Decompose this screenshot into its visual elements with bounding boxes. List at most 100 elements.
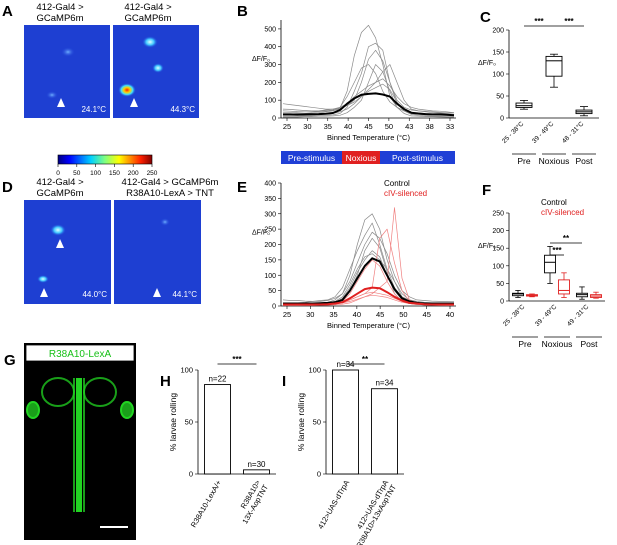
arrowhead-marker: [56, 239, 64, 248]
x-tick-label: 35: [329, 310, 337, 319]
temperature-label: 24.1°C: [81, 105, 106, 114]
series-trace-line: [282, 49, 454, 114]
group-label: Pre: [517, 156, 531, 166]
colorbar-tick-label: 0: [56, 170, 60, 177]
colorbar-tick-label: 200: [128, 170, 139, 177]
group-label: Post: [575, 156, 593, 166]
y-tick-label: 150: [264, 257, 276, 264]
category-label: R38A10>13X-AopTNT: [233, 478, 271, 525]
panel-title: GCaMP6m: [125, 13, 172, 24]
bar: [204, 384, 231, 475]
chart-i: 0 50 100 % larvae rolling n=34 412>UAS-dTrpA n…: [296, 355, 404, 545]
colorbar-tick-label: 100: [90, 170, 101, 177]
x-tick-label: 25: [283, 310, 291, 319]
panel-a: A 412-Gal4 > GCaMP6m 412-Gal4 > GCaMP6m …: [2, 2, 199, 118]
y-tick-label: 300: [264, 62, 276, 69]
panel-title: GCaMP6m: [37, 188, 84, 199]
panel-title: 412-Gal4 >: [36, 177, 84, 188]
significance-label: ***: [534, 17, 544, 26]
y-tick-label: 200: [492, 228, 504, 235]
neuron-signal: [61, 47, 75, 57]
x-axis-label: Binned Temperature (°C): [327, 133, 410, 142]
significance-label: **: [563, 234, 570, 243]
box-body: [512, 292, 524, 297]
box-body: [545, 55, 563, 77]
microscopy-image-left: [24, 200, 111, 304]
neuron-signal: [46, 91, 58, 99]
y-tick-label: 100: [264, 98, 276, 105]
group-label: Noxious: [539, 156, 570, 166]
neuron-signal: [142, 36, 158, 48]
y-tick-label: 400: [264, 181, 276, 188]
series-mean-line: [283, 257, 454, 305]
stimulus-bar: Pre-stimulus Noxious Post-stimulus: [281, 151, 455, 164]
neuron-signal: [50, 224, 66, 236]
colorbar-gradient: [57, 154, 153, 165]
significance-label: ***: [552, 246, 562, 255]
legend-control: Control: [384, 179, 410, 188]
series-trace-line: [282, 64, 455, 115]
x-tick-label: 40: [344, 122, 352, 131]
temperature-label: 44.0°C: [82, 290, 107, 299]
y-tick-label: 0: [189, 470, 193, 479]
y-tick-label: 300: [264, 211, 276, 218]
bar-n-label: n=34: [375, 379, 394, 388]
y-axis-label: % larvae rolling: [168, 393, 178, 451]
microscopy-image-right: [114, 200, 201, 304]
y-tick-label: 50: [313, 418, 321, 427]
x-tick-label: 25: [283, 122, 291, 131]
x-tick-label: 33: [446, 122, 454, 131]
stimulus-segment-label: Pre-stimulus: [288, 153, 335, 163]
nervous-system-stain: [26, 377, 134, 512]
arrowhead-marker: [57, 98, 65, 107]
category-label: 412>UAS-dTrpA: [316, 479, 351, 531]
y-tick-label: 0: [317, 470, 321, 479]
series-trace-line: [283, 259, 454, 306]
panel-letter: G: [4, 352, 16, 369]
series-trace-line: [282, 231, 455, 303]
panel-letter: B: [237, 3, 248, 20]
x-tick-label: 43: [405, 122, 413, 131]
x-tick-label: 38: [425, 122, 433, 131]
panel-letter: C: [480, 9, 491, 26]
series-trace-line: [282, 24, 455, 116]
panel-g: G R38A10-LexA: [4, 343, 136, 540]
y-tick-label: 100: [264, 273, 276, 280]
series-trace-line: [283, 250, 454, 306]
y-tick-label: 100: [492, 72, 504, 79]
x-tick-label: 45: [364, 122, 372, 131]
y-tick-label: 50: [268, 288, 276, 295]
x-tick-label: 50: [385, 122, 393, 131]
bar-n-label: n=30: [247, 460, 266, 469]
y-axis-label: ΔF/F₀: [478, 60, 496, 67]
y-axis-label: ΔF/F₀: [252, 230, 270, 237]
y-axis-label: % larvae rolling: [296, 393, 306, 451]
stimulus-segment: [342, 151, 380, 164]
image-label-box: [25, 344, 135, 362]
category-label: 25 - 38°C: [501, 303, 526, 328]
x-tick-label: 45: [376, 310, 384, 319]
x-tick-label: 35: [324, 122, 332, 131]
y-tick-label: 0: [500, 116, 504, 123]
significance-label: ***: [564, 17, 574, 26]
arrowhead-marker: [153, 288, 161, 297]
series-trace-line: [283, 64, 454, 118]
y-tick-label: 100: [180, 366, 193, 375]
y-tick-label: 400: [264, 44, 276, 51]
y-tick-label: 200: [492, 28, 504, 35]
x-tick-label: 30: [303, 122, 311, 131]
series-mean-line: [283, 286, 454, 306]
y-tick-label: 200: [264, 242, 276, 249]
group-label: Noxious: [542, 339, 573, 349]
category-label: 25 - 38°C: [500, 120, 525, 145]
neuron-signal: [160, 218, 170, 226]
panel-d: D 412-Gal4 > GCaMP6m 412-Gal4 > GCaMP6m …: [2, 177, 219, 304]
panel-letter: F: [482, 182, 491, 199]
group-label: Pre: [518, 339, 532, 349]
box-body: [558, 279, 570, 295]
chart-b: 0 100 200 300 400 500 25 30 35 40 45 50 43 38 33 Binned…: [252, 20, 456, 142]
chart-h: 0 50 100 % larvae rolling n=22 R38A10-LexA/+ n…: [168, 355, 276, 529]
arrowhead-marker: [130, 98, 138, 107]
y-axis-label: ΔF/F₀: [252, 56, 270, 63]
y-tick-label: 100: [492, 263, 504, 270]
